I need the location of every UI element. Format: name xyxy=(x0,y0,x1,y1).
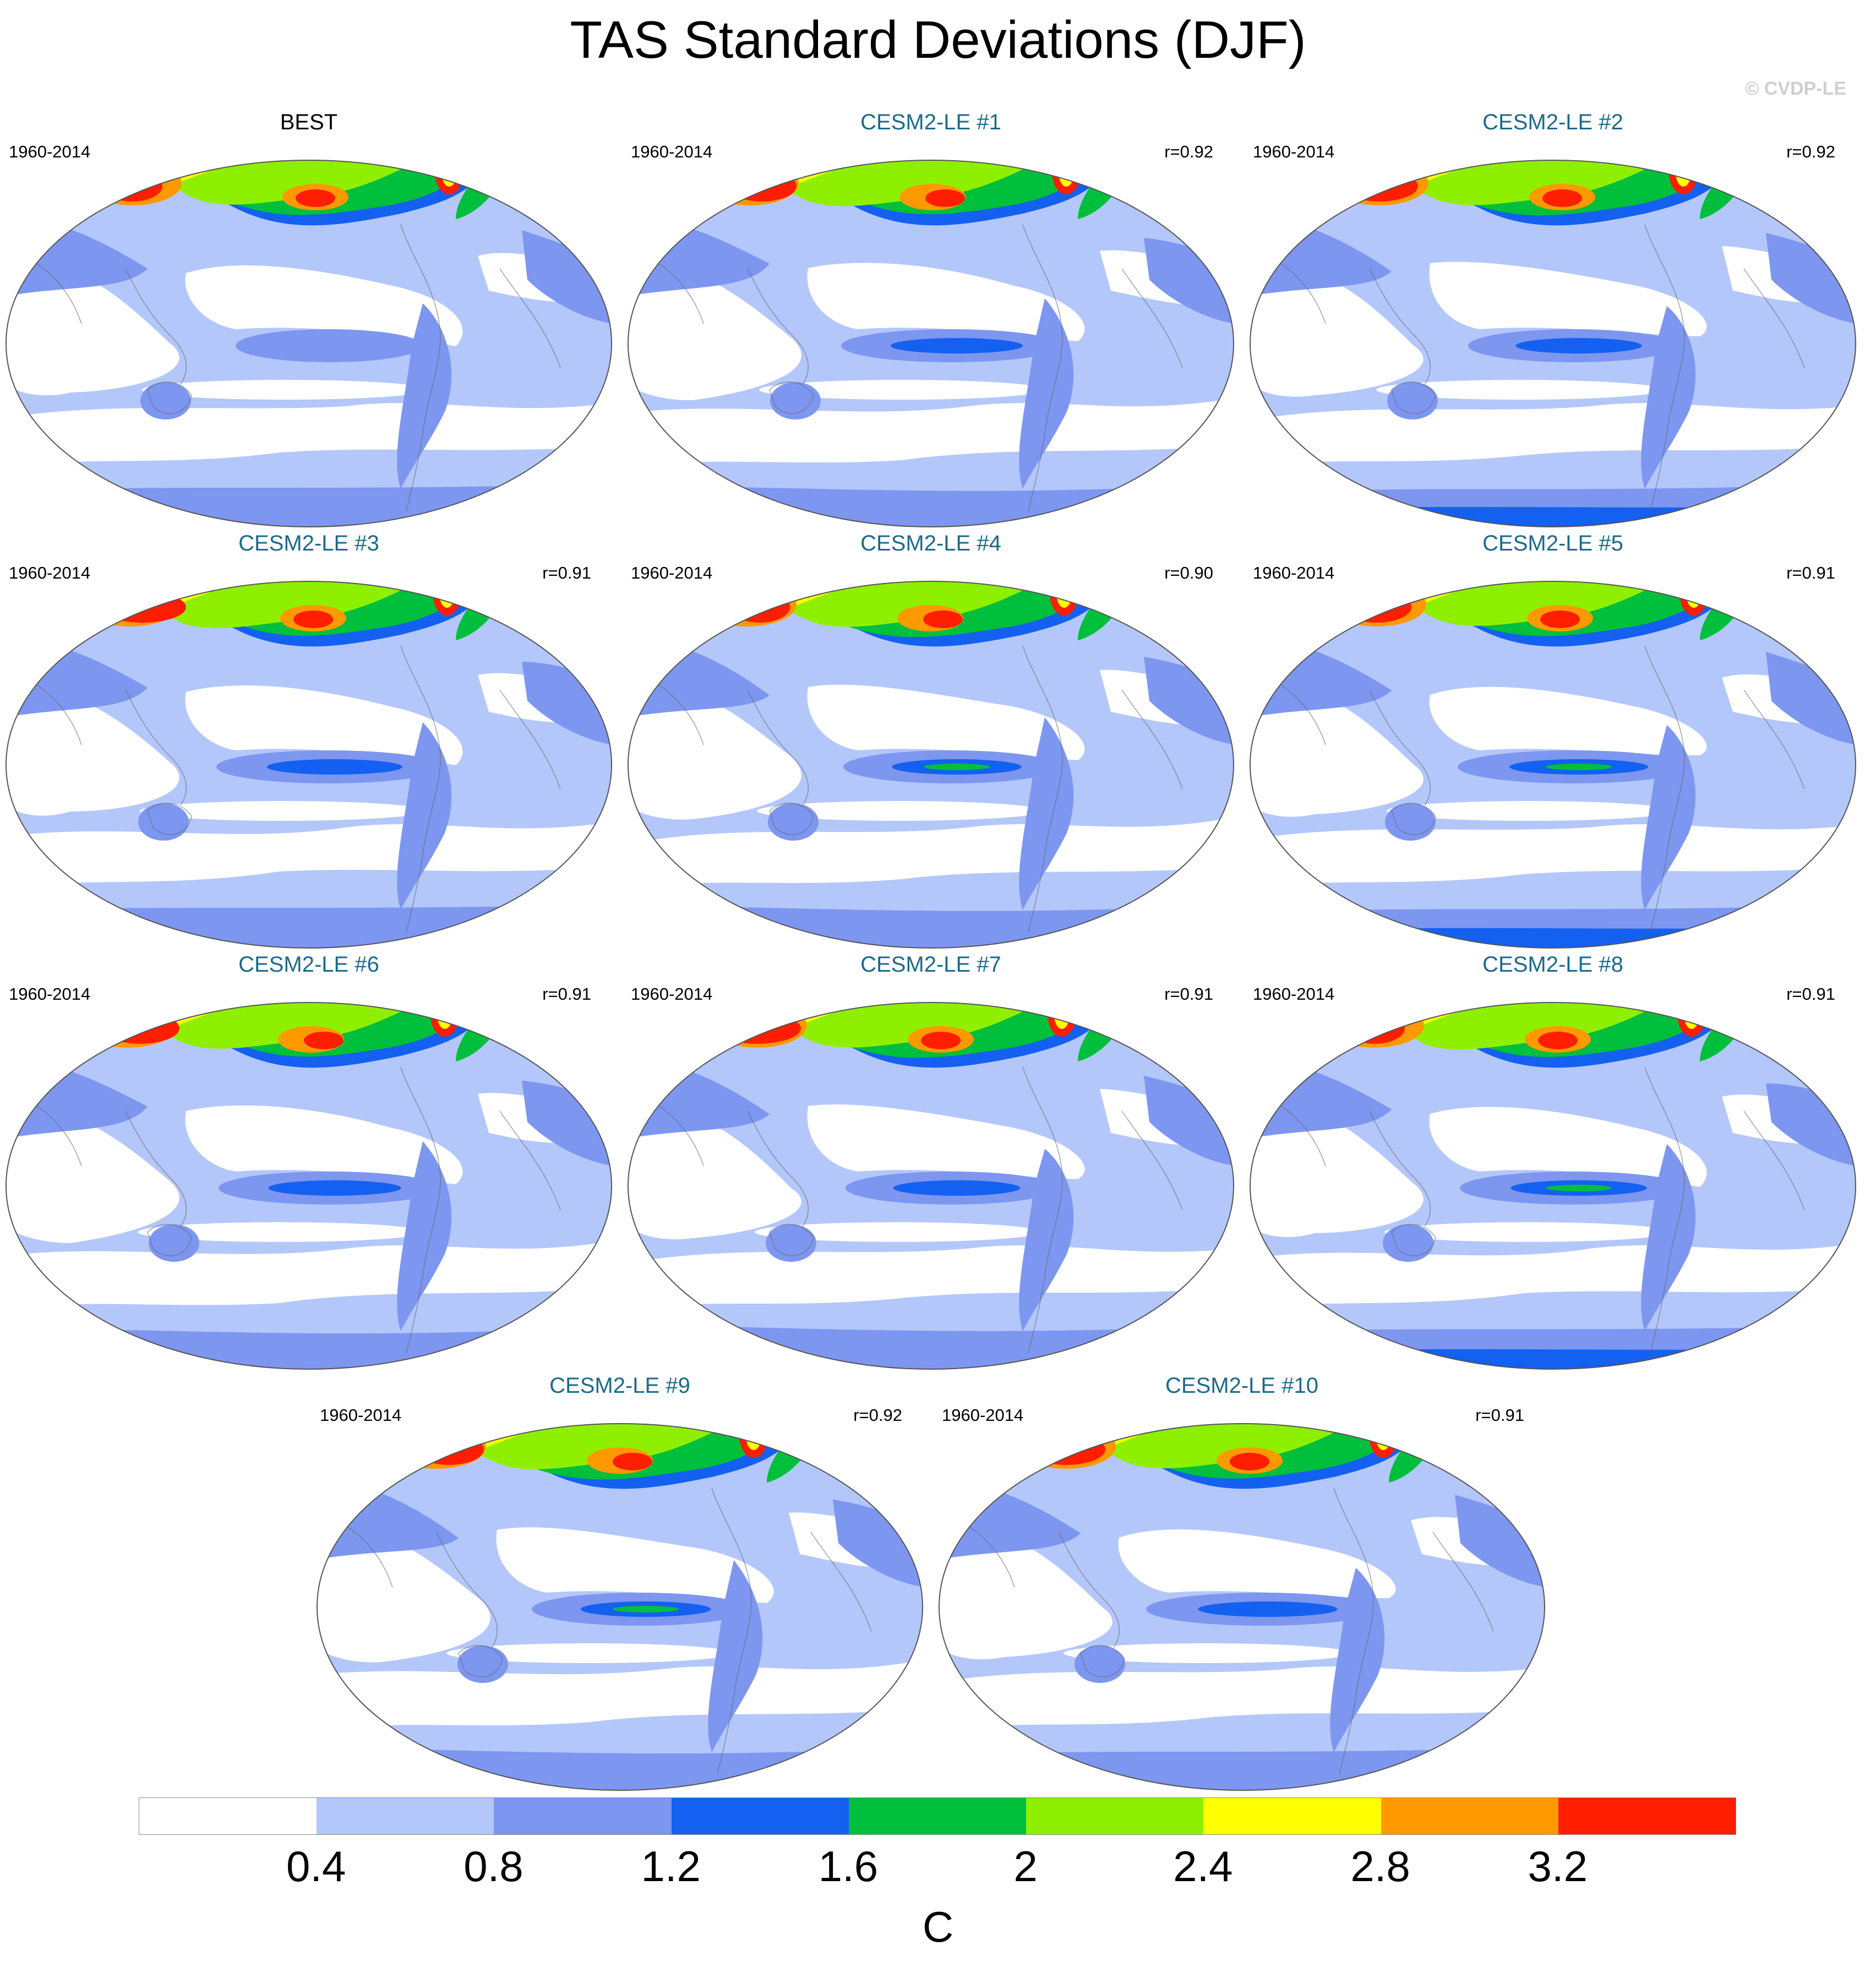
panel-pattern-correlation: r=0.92 xyxy=(853,1405,902,1425)
panel-period: 1960-2014 xyxy=(631,984,713,1004)
colorbar-units: C xyxy=(922,1903,954,1951)
colorbar xyxy=(139,1797,1736,1835)
colorbar-segment xyxy=(139,1798,317,1834)
panel-title: CESM2-LE #5 xyxy=(1482,531,1623,555)
panel-period: 1960-2014 xyxy=(942,1405,1024,1425)
panel-title: CESM2-LE #2 xyxy=(1482,110,1623,134)
coastlines xyxy=(26,645,561,933)
coastlines xyxy=(648,1066,1183,1354)
panel-pattern-correlation: r=0.92 xyxy=(1786,142,1835,161)
panel-title: CESM2-LE #4 xyxy=(860,531,1001,555)
panel-pattern-correlation: r=0.90 xyxy=(1164,563,1213,582)
map-plot xyxy=(628,1002,1234,1370)
colorbar-segment xyxy=(1203,1798,1381,1834)
colorbar-segment xyxy=(1026,1798,1204,1834)
panel-period: 1960-2014 xyxy=(1253,563,1335,582)
panel-pattern-correlation: r=0.91 xyxy=(1164,984,1213,1004)
coastlines xyxy=(959,1487,1494,1775)
panel-title: CESM2-LE #1 xyxy=(860,110,1001,134)
panel-period: 1960-2014 xyxy=(320,1405,402,1425)
colorbar-tick: 3.2 xyxy=(1528,1842,1588,1890)
map-panel: CESM2-LE #7 1960-2014 r=0.91 xyxy=(626,952,1235,1371)
colorbar-tick-labels: 0.4 0.8 1.2 1.6 2 2.4 2.8 3.2 xyxy=(139,1841,1735,1897)
panel-pattern-correlation: r=0.91 xyxy=(542,984,591,1004)
panel-pattern-correlation: r=0.92 xyxy=(1164,142,1213,161)
colorbar-tick: 1.6 xyxy=(818,1842,879,1890)
colorbar-tick: 2.4 xyxy=(1173,1842,1233,1890)
panel-title: CESM2-LE #3 xyxy=(238,531,379,555)
panel-period: 1960-2014 xyxy=(9,563,91,582)
map-plot xyxy=(1250,581,1856,949)
map-panel: CESM2-LE #6 1960-2014 r=0.91 xyxy=(4,952,613,1371)
panel-title: CESM2-LE #7 xyxy=(860,952,1001,977)
map-panel: CESM2-LE #9 1960-2014 r=0.92 xyxy=(315,1374,924,1792)
colorbar-segment xyxy=(1558,1798,1736,1834)
map-plot xyxy=(1250,160,1856,527)
map-panel: CESM2-LE #8 1960-2014 r=0.91 xyxy=(1248,952,1857,1371)
colorbar-segment xyxy=(671,1798,849,1834)
map-plot xyxy=(6,160,612,527)
coastlines xyxy=(26,1066,561,1354)
figure-title: TAS Standard Deviations (DJF) xyxy=(570,10,1306,69)
contour-field xyxy=(6,581,612,948)
map-panel: CESM2-LE #1 1960-2014 r=0.92 xyxy=(626,110,1235,528)
contour-field xyxy=(1250,1002,1856,1369)
map-panel: CESM2-LE #4 1960-2014 r=0.90 xyxy=(626,531,1235,950)
colorbar-tick: 0.4 xyxy=(286,1842,346,1890)
contour-field xyxy=(939,1424,1545,1790)
colorbar-segment xyxy=(494,1798,672,1834)
colorbar-tick: 1.2 xyxy=(641,1842,701,1890)
map-panel: CESM2-LE #2 1960-2014 r=0.92 xyxy=(1248,110,1857,528)
contour-field xyxy=(628,160,1234,527)
map-plot xyxy=(628,581,1234,949)
colorbar-segment xyxy=(848,1798,1027,1834)
contour-field xyxy=(628,1002,1234,1369)
panel-pattern-correlation: r=0.91 xyxy=(1786,563,1835,582)
map-plot xyxy=(6,581,612,949)
panel-pattern-correlation: r=0.91 xyxy=(1475,1405,1524,1425)
panel-period: 1960-2014 xyxy=(631,142,713,161)
contour-field xyxy=(6,160,612,527)
panel-pattern-correlation: r=0.91 xyxy=(542,563,591,582)
panel-period: 1960-2014 xyxy=(9,142,91,161)
contour-field xyxy=(317,1424,923,1790)
contour-field xyxy=(1250,160,1856,527)
coastlines xyxy=(1270,645,1805,933)
panel-period: 1960-2014 xyxy=(9,984,91,1004)
panel-period: 1960-2014 xyxy=(1253,142,1335,161)
map-plot xyxy=(628,160,1234,527)
map-plot xyxy=(939,1423,1545,1791)
map-panel: CESM2-LE #5 1960-2014 r=0.91 xyxy=(1248,531,1857,950)
panel-period: 1960-2014 xyxy=(1253,984,1335,1004)
map-plot xyxy=(6,1002,612,1370)
map-panel: BEST 1960-2014 xyxy=(4,110,613,528)
contour-field xyxy=(628,581,1234,948)
colorbar-tick: 2 xyxy=(1013,1842,1038,1890)
colorbar-tick: 2.8 xyxy=(1350,1842,1410,1890)
panel-title: CESM2-LE #6 xyxy=(238,952,379,977)
map-panel: CESM2-LE #10 1960-2014 r=0.91 xyxy=(937,1374,1546,1792)
panel-title: CESM2-LE #8 xyxy=(1482,952,1623,977)
panel-pattern-correlation: r=0.91 xyxy=(1786,984,1835,1004)
contour-field xyxy=(6,1002,612,1369)
colorbar-tick: 0.8 xyxy=(463,1842,523,1890)
panel-title: BEST xyxy=(280,110,338,134)
contour-field xyxy=(1250,581,1856,948)
copyright-label: © CVDP-LE xyxy=(1745,78,1846,99)
panel-title: CESM2-LE #9 xyxy=(549,1374,690,1398)
map-plot xyxy=(1250,1002,1856,1370)
panel-period: 1960-2014 xyxy=(631,563,713,582)
colorbar-segment xyxy=(317,1798,494,1834)
colorbar-segment xyxy=(1381,1798,1558,1834)
map-plot xyxy=(317,1423,923,1791)
map-panel: CESM2-LE #3 1960-2014 r=0.91 xyxy=(4,531,613,950)
panel-title: CESM2-LE #10 xyxy=(1165,1374,1318,1398)
